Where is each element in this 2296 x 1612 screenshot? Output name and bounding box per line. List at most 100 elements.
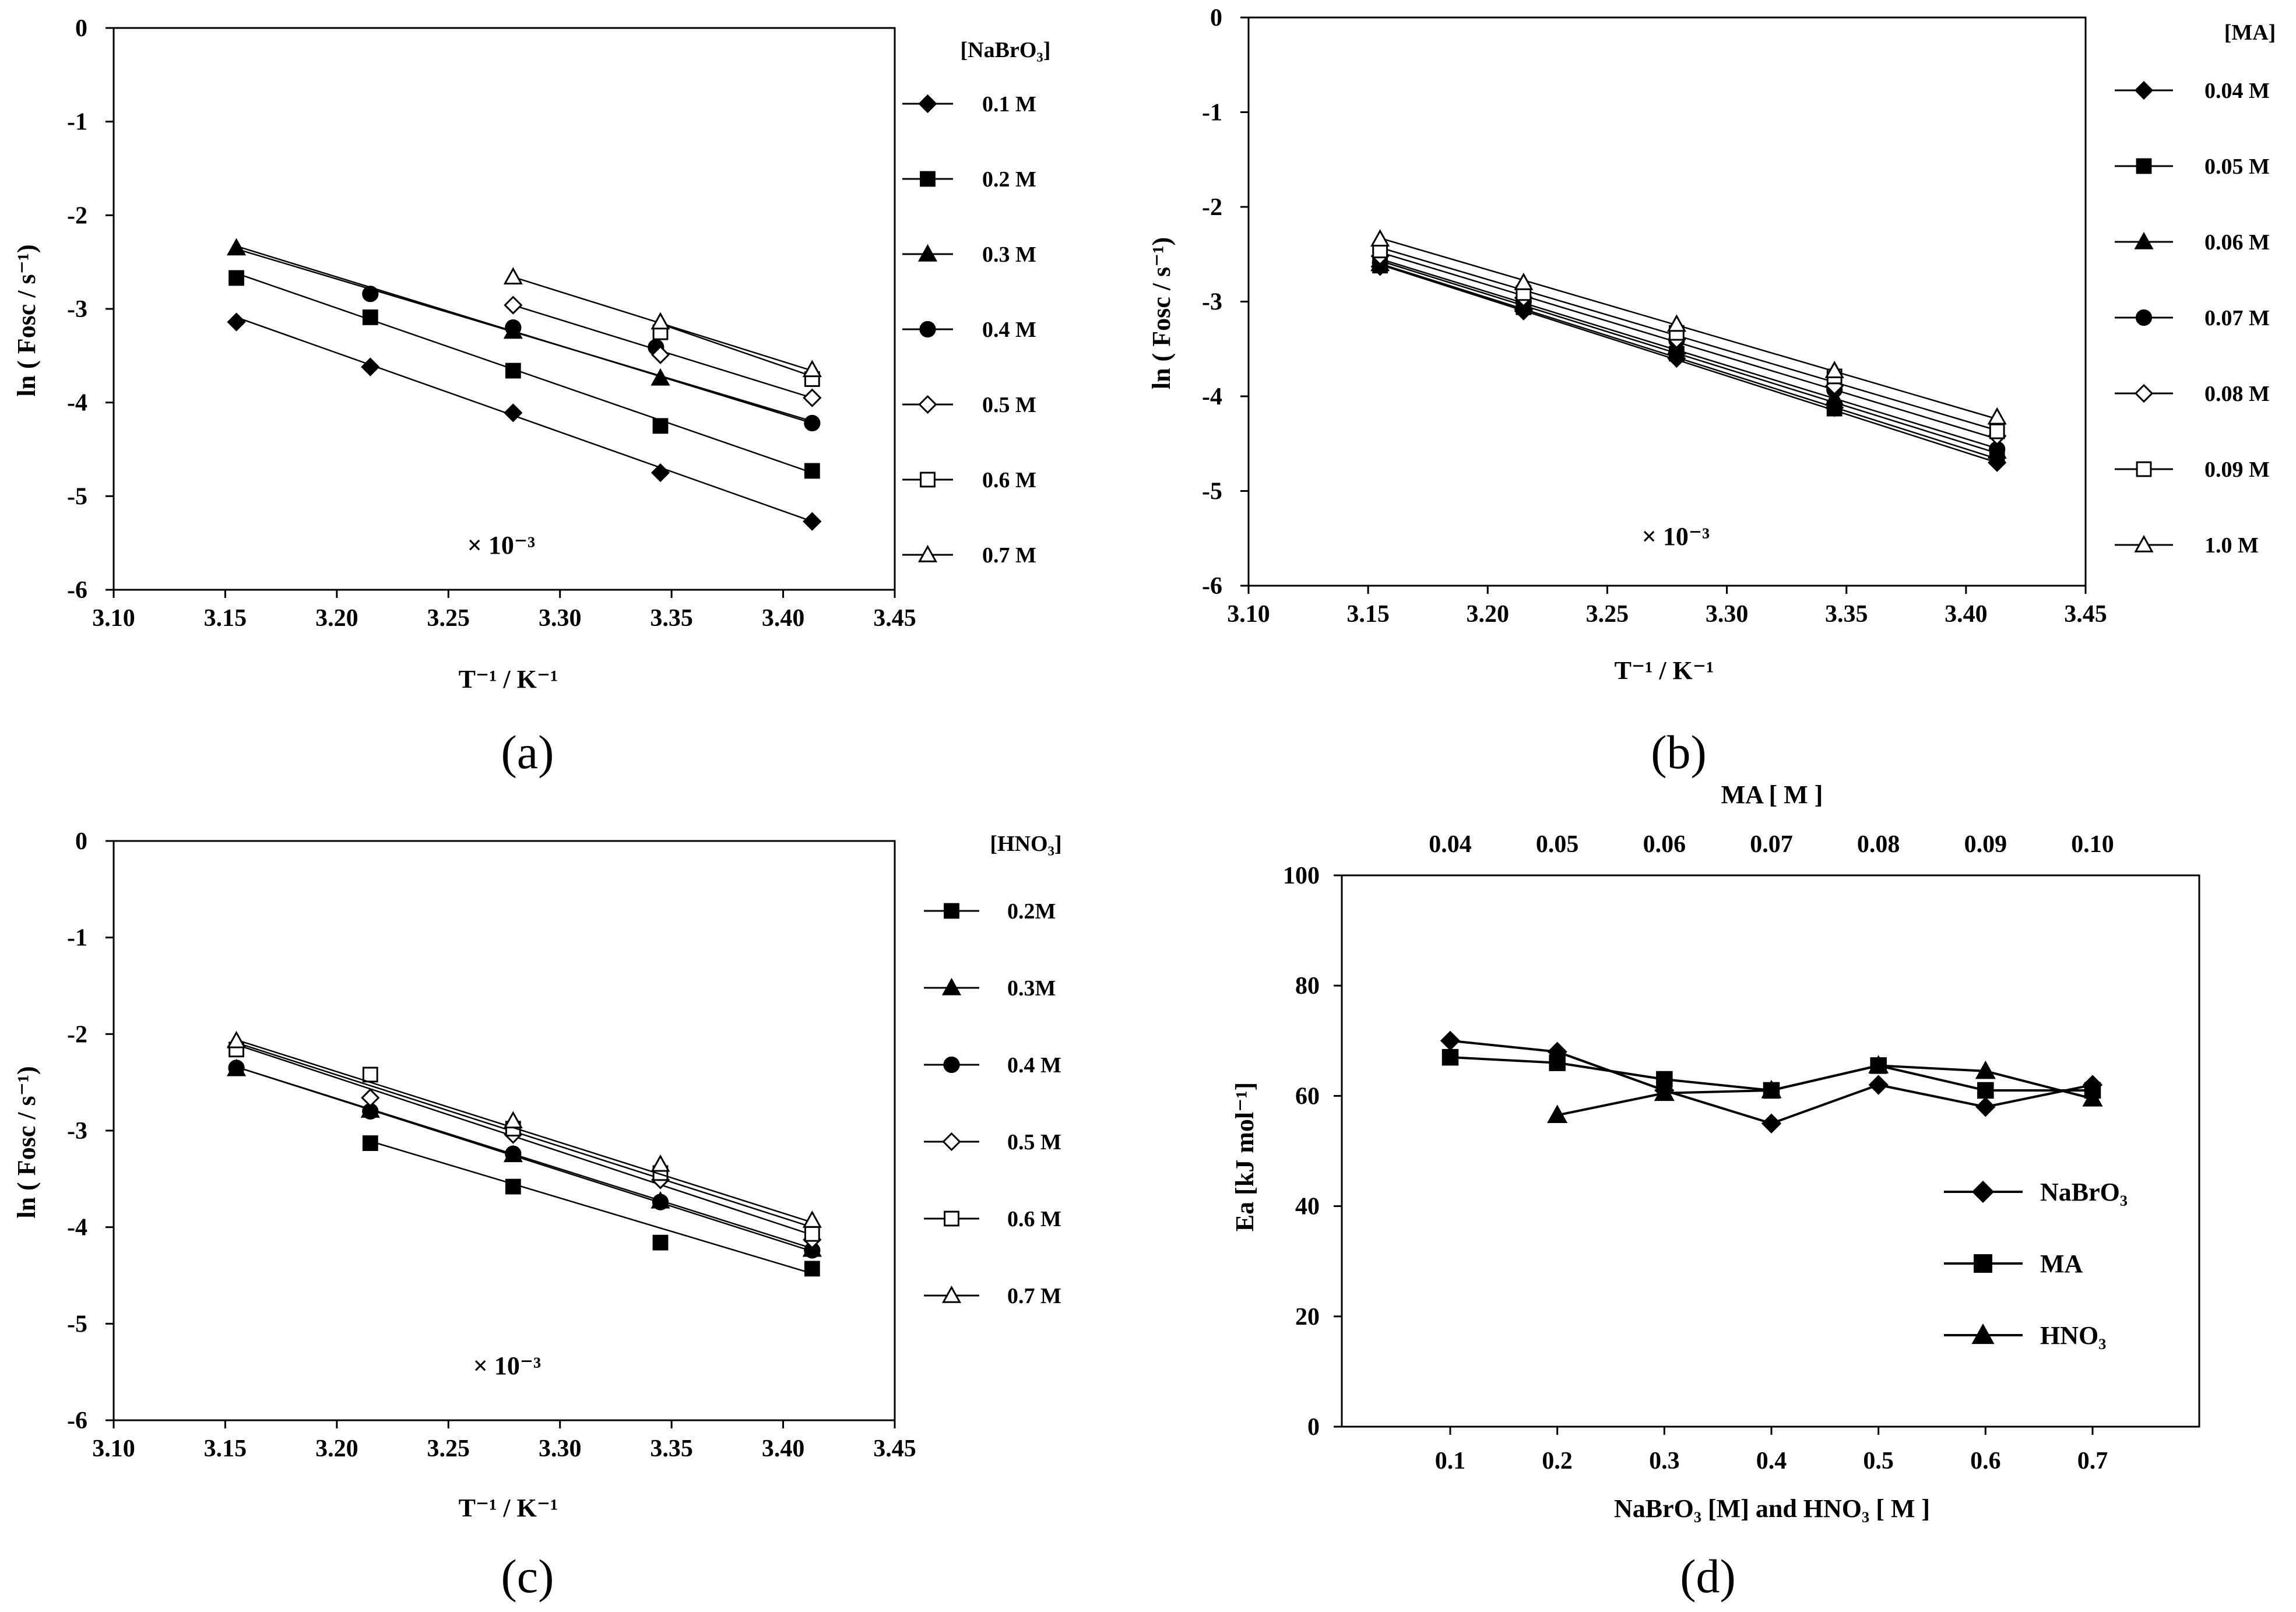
- legend-label: 0.3 M: [982, 242, 1036, 267]
- series: [503, 267, 822, 378]
- y-axis-label: Ea [kJ mol⁻¹]: [1230, 1082, 1259, 1231]
- data-point: [1987, 407, 2007, 425]
- legend-label: 0.2M: [1007, 899, 1056, 924]
- data-point: [802, 1210, 822, 1228]
- y-tick-label: 20: [1295, 1304, 1320, 1331]
- legend-label: NaBrO₃: [2040, 1178, 2128, 1206]
- fit-line: [236, 1039, 813, 1223]
- x-tick-label: 3.45: [873, 1435, 916, 1462]
- legend-item: HNO₃: [1944, 1321, 2106, 1350]
- legend-item: 0.6 M: [902, 468, 1036, 492]
- data-point: [1975, 1097, 1996, 1117]
- y-tick-label: 0: [75, 15, 87, 42]
- fit-line: [1380, 247, 1998, 431]
- x-tick-label: 3.25: [427, 1435, 470, 1462]
- top-x-tick-label: 0.04: [1429, 831, 1472, 858]
- panel-c: 3.10 3.15 3.20 3.25 3.30 3.35 3.40 3.45 0 -1 -2 -3 -…: [12, 828, 1062, 1603]
- fit-line: [236, 1042, 813, 1228]
- legend-item: 0.7 M: [902, 543, 1036, 568]
- x-tick-label: 3.20: [315, 605, 358, 632]
- data-point: [803, 512, 822, 531]
- legend-label: 0.08 M: [2204, 382, 2270, 406]
- legend-item: 0.05 M: [2115, 154, 2270, 179]
- legend-item: 0.4 M: [902, 318, 1036, 342]
- data-point: [505, 1145, 522, 1162]
- legend-marker: [918, 94, 937, 114]
- x-tick-label: 3.35: [650, 1435, 693, 1462]
- data-point: [804, 1226, 820, 1242]
- series-line: [1557, 1064, 2093, 1117]
- x-tick-label: 3.20: [1467, 601, 1510, 628]
- legend-marker: [920, 471, 936, 488]
- data-point: [1761, 1079, 1782, 1099]
- y-tick-label: -1: [67, 109, 87, 136]
- y-tick-label: -6: [67, 1407, 87, 1434]
- panel-caption: (b): [1651, 726, 1707, 779]
- legend-label: 0.3M: [1007, 976, 1056, 1001]
- legend-label: 0.04 M: [2204, 79, 2270, 103]
- x-tick-label: 3.40: [762, 605, 805, 632]
- x-tick-label: 0.5: [1863, 1448, 1894, 1474]
- y-tick-label: -1: [67, 925, 87, 952]
- x-tick-label: 3.45: [2064, 601, 2107, 628]
- x-tick-label: 3.30: [539, 1435, 582, 1462]
- top-x-tick-label: 0.08: [1857, 831, 1900, 858]
- x-tick-label: 3.25: [1586, 601, 1629, 628]
- series: [652, 323, 820, 387]
- y-tick-label: 40: [1295, 1194, 1320, 1220]
- fit-line: [236, 272, 813, 474]
- axis-scale-annotation: × 10⁻³: [1642, 522, 1710, 551]
- legend-label: 0.5 M: [982, 393, 1036, 417]
- data-point: [651, 345, 670, 364]
- data-point: [652, 1194, 669, 1210]
- legend-marker: [2136, 461, 2152, 477]
- data-point: [1761, 1113, 1782, 1134]
- data-point: [1440, 1030, 1461, 1051]
- legend-item: 0.4 M: [924, 1053, 1061, 1078]
- axis-scale-annotation: × 10⁻³: [473, 1351, 542, 1380]
- y-tick-label: -5: [67, 483, 87, 510]
- series: [1370, 257, 2007, 472]
- panel-d: 0 20 40 60 80 100 0.1 0.2 0.3 0.4 0.5 0.6 0.7 0.04 0.0…: [1230, 780, 2200, 1603]
- y-tick-label: -5: [67, 1311, 87, 1338]
- series: [1547, 1055, 2103, 1124]
- fit-line: [1380, 237, 1998, 420]
- y-tick-label: -3: [1202, 289, 1222, 316]
- legend-item: 0.1 M: [902, 92, 1036, 117]
- data-point: [1654, 1082, 1675, 1101]
- legend-item: 0.6 M: [924, 1207, 1061, 1231]
- data-point: [1441, 1048, 1459, 1066]
- top-x-tick-label: 0.07: [1750, 831, 1793, 858]
- data-point: [1549, 1054, 1566, 1071]
- panel-caption: (d): [1680, 1550, 1736, 1603]
- fit-line: [1380, 263, 1998, 460]
- series: [227, 312, 822, 531]
- panel-caption: (c): [501, 1550, 554, 1603]
- x-tick-label: 3.45: [873, 605, 916, 632]
- y-tick-label: -3: [67, 1118, 87, 1145]
- legend-title: [HNO₃]: [990, 832, 1061, 856]
- data-point: [1370, 229, 1390, 247]
- x-tick-label: 0.7: [2077, 1448, 2108, 1474]
- data-point: [1514, 272, 1534, 290]
- legend-label: 0.6 M: [1007, 1207, 1061, 1231]
- y-axis-label: ln ( Fosc / s⁻¹): [1147, 237, 1176, 389]
- data-point: [804, 463, 820, 479]
- legend-label: 0.1 M: [982, 92, 1036, 117]
- legend-title: [MA]: [2224, 20, 2276, 45]
- series: [227, 1058, 822, 1257]
- fit-line: [1380, 251, 1998, 440]
- y-tick-label: -6: [67, 577, 87, 604]
- data-point: [505, 1178, 521, 1195]
- data-point: [361, 357, 380, 376]
- fit-line: [236, 1066, 813, 1252]
- panel-caption: (a): [501, 726, 554, 779]
- plot-frame: [112, 840, 896, 1421]
- x-axis-label: T⁻¹ / K⁻¹: [459, 1494, 558, 1522]
- legend-title: [NaBrO₃]: [961, 38, 1051, 62]
- series: [236, 248, 821, 432]
- x-tick-label: 0.6: [1970, 1448, 2001, 1474]
- data-point: [802, 360, 822, 378]
- data-point: [1868, 1075, 1889, 1095]
